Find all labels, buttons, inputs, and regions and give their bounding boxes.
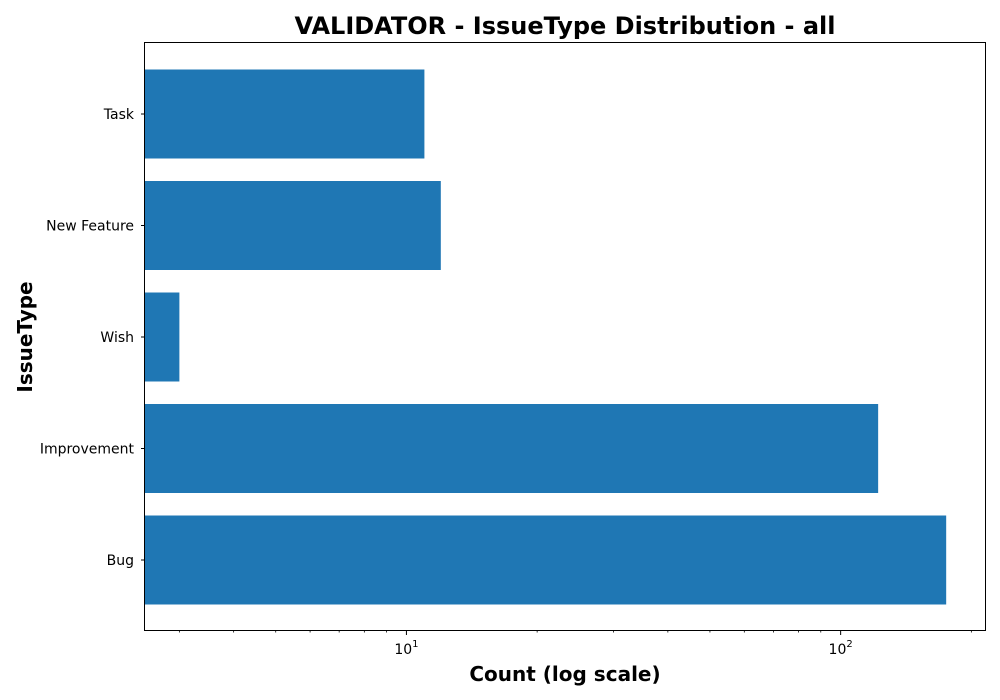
bar-improvement [145,404,879,493]
chart-title: VALIDATOR - IssueType Distribution - all [295,12,836,40]
y-tick-label: Improvement [40,442,135,458]
y-tick-label: Wish [100,330,134,346]
y-axis-label: IssueType [13,281,37,392]
x-axis-label: Count (log scale) [469,662,660,686]
bar-wish [145,292,180,382]
bar-new-feature [145,181,441,270]
bar-bug [145,515,947,605]
y-axis-ticks: Bug Improvement Wish New Feature Task [40,107,145,569]
bar-task [145,69,425,159]
bars-group [145,69,947,605]
x-tick-label: 102 [829,639,853,658]
x-tick-label: 101 [394,639,418,658]
y-tick-label: Bug [107,553,134,569]
plot-frame [144,42,986,631]
y-tick-label: Task [103,107,135,123]
y-tick-label: New Feature [46,219,134,235]
